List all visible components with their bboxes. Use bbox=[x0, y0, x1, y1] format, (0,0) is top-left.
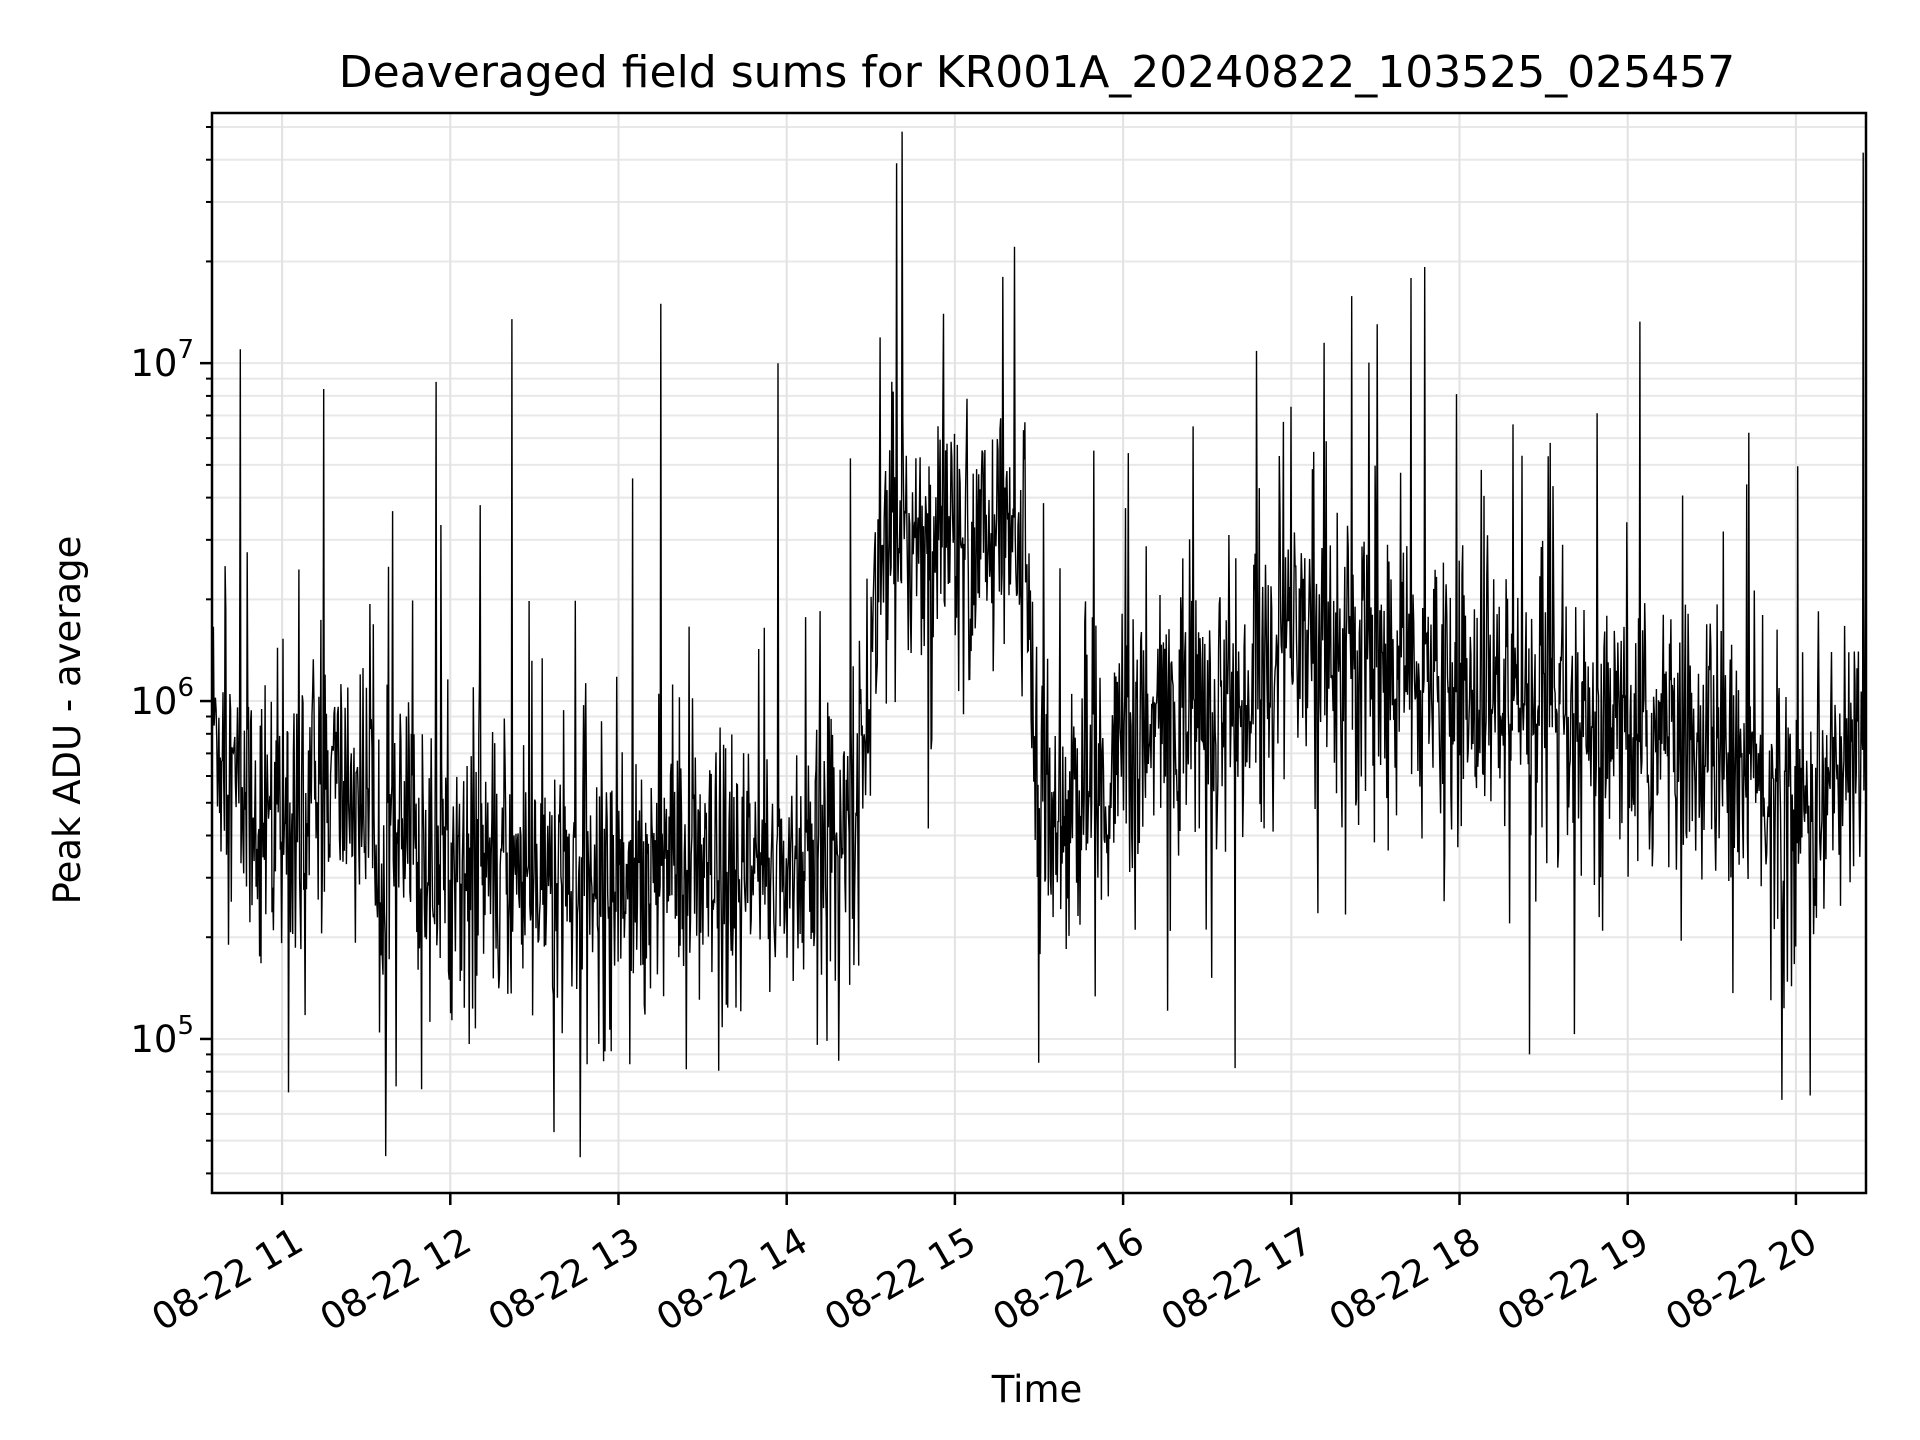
y-tick-label: 107 bbox=[130, 335, 194, 385]
chart-title: Deaveraged field sums for KR001A_2024082… bbox=[339, 47, 1735, 98]
y-tick-label: 105 bbox=[130, 1011, 194, 1061]
series-line bbox=[212, 131, 1866, 1158]
y-axis-label: Peak ADU - average bbox=[46, 536, 89, 905]
y-tick-label: 106 bbox=[130, 673, 194, 723]
plot-area bbox=[212, 131, 1866, 1158]
x-axis-label: Time bbox=[991, 1368, 1083, 1411]
axes-frame bbox=[210, 111, 1868, 1195]
